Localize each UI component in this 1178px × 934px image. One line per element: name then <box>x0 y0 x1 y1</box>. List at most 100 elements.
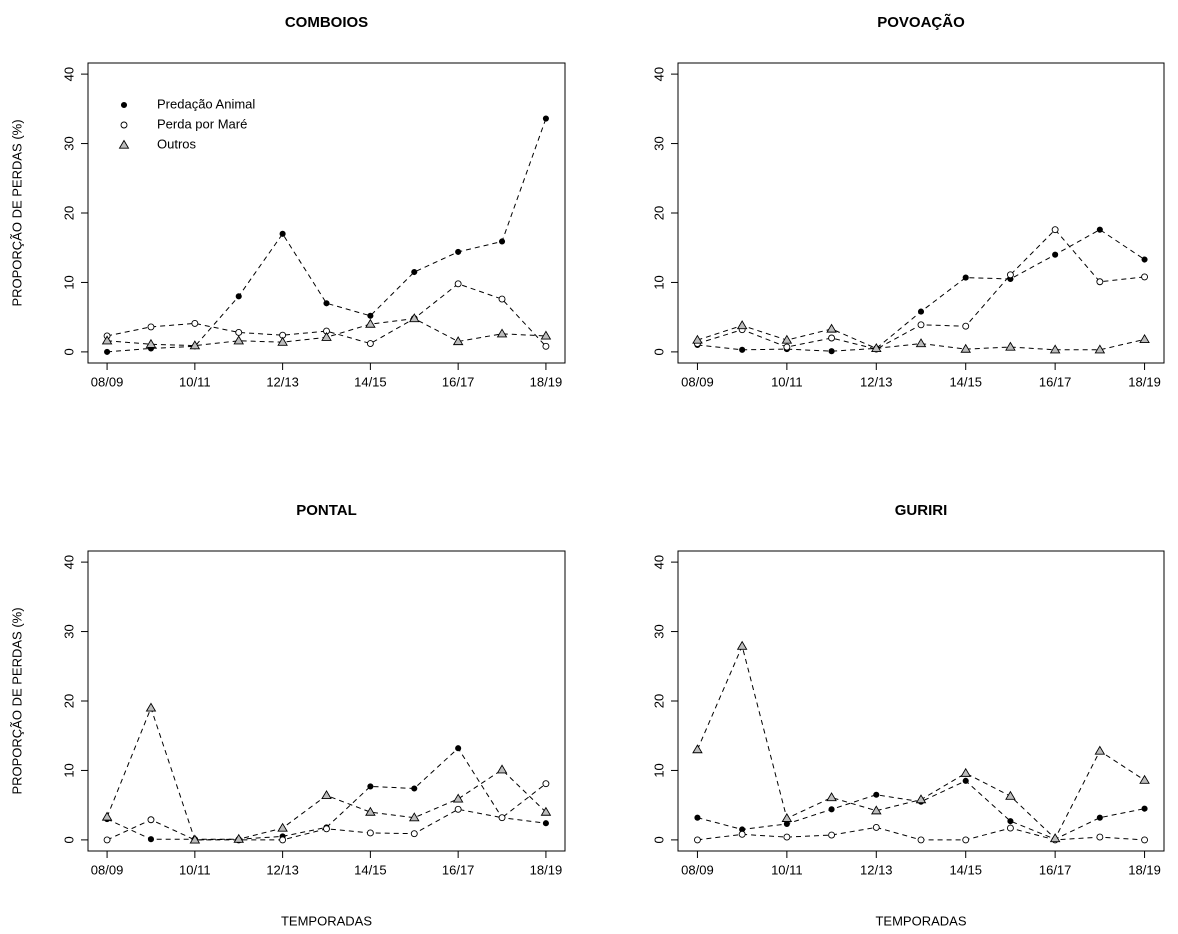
marker <box>189 340 201 350</box>
x-tick-label: 08/09 <box>681 374 714 389</box>
marker <box>454 805 462 813</box>
marker <box>365 318 376 328</box>
marker <box>233 335 245 345</box>
x-tick-label: 18/19 <box>1128 374 1161 389</box>
marker <box>1096 833 1104 841</box>
marker <box>233 833 245 843</box>
marker <box>542 820 549 827</box>
x-tick-label: 14/15 <box>949 374 982 389</box>
marker <box>452 793 464 803</box>
marker <box>1141 836 1149 844</box>
marker <box>826 323 837 333</box>
marker <box>235 328 243 336</box>
marker <box>365 806 376 816</box>
y-tick-label: 40 <box>651 555 666 569</box>
marker <box>736 320 748 330</box>
marker <box>828 348 835 355</box>
marker <box>321 790 332 800</box>
marker <box>1049 833 1061 843</box>
marker <box>321 331 332 341</box>
x-tick-label: 18/19 <box>530 862 563 877</box>
series-line <box>106 706 547 841</box>
plot-frame <box>677 62 1165 364</box>
x-tick-label: 10/11 <box>771 862 803 877</box>
marker <box>366 340 374 348</box>
marker <box>277 336 288 346</box>
x-tick-label: 16/17 <box>1039 374 1072 389</box>
y-tick-label: 20 <box>61 694 76 708</box>
panel: PONTAL 0 10 20 30 40 08/09 10/11 12/13 14/15 16/17… <box>9 502 566 928</box>
marker <box>962 274 969 281</box>
marker <box>915 794 927 804</box>
marker <box>498 814 506 822</box>
marker <box>1006 824 1014 832</box>
marker <box>828 334 836 342</box>
x-tick-label: 08/09 <box>681 862 714 877</box>
marker <box>408 313 420 323</box>
legend-label: Outros <box>157 136 197 151</box>
panel-title: GURIRI <box>895 502 948 519</box>
marker <box>454 280 462 288</box>
marker <box>323 300 330 307</box>
marker <box>871 343 882 353</box>
marker <box>783 833 791 841</box>
x-tick-label: 10/11 <box>771 374 803 389</box>
marker <box>455 248 462 255</box>
marker <box>1141 273 1149 281</box>
marker <box>917 308 925 315</box>
marker <box>1141 256 1148 263</box>
marker <box>1139 334 1150 343</box>
x-tick-label: 12/13 <box>266 374 299 389</box>
marker <box>101 811 113 821</box>
series-line <box>697 229 1145 352</box>
marker <box>540 330 552 340</box>
y-tick-label: 10 <box>651 763 666 777</box>
marker <box>120 121 128 129</box>
marker <box>872 823 880 831</box>
marker <box>279 836 287 844</box>
marker <box>960 767 971 777</box>
marker <box>104 348 111 355</box>
x-tick-label: 12/13 <box>860 862 893 877</box>
marker <box>235 293 242 300</box>
y-tick-label: 0 <box>61 836 76 843</box>
marker <box>960 343 971 353</box>
plot-frame <box>677 550 1165 852</box>
y-tick-label: 0 <box>651 348 666 355</box>
y-tick-label: 0 <box>61 348 76 355</box>
marker <box>542 342 550 350</box>
marker <box>1094 344 1106 354</box>
series-line <box>697 228 1145 350</box>
y-tick-label: 10 <box>61 763 76 777</box>
marker <box>781 812 793 822</box>
y-tick-label: 30 <box>651 624 666 638</box>
marker <box>962 322 970 330</box>
marker <box>1141 805 1148 812</box>
y-tick-label: 20 <box>651 206 666 220</box>
marker <box>147 816 155 824</box>
marker <box>693 836 701 844</box>
marker <box>542 780 550 788</box>
x-axis-label: TEMPORADAS <box>875 913 966 928</box>
marker <box>1052 251 1059 258</box>
legend-label: Perda por Maré <box>157 116 247 131</box>
marker <box>1094 745 1106 755</box>
marker <box>191 319 199 327</box>
legend-label: Predação Animal <box>157 96 255 111</box>
panel-title: COMBOIOS <box>285 14 368 31</box>
y-tick-label: 30 <box>61 624 76 638</box>
panel: POVOAÇÃO 0 10 20 30 40 08/09 10/11 12/13 14/15 16/… <box>651 13 1165 389</box>
marker <box>452 336 464 346</box>
marker <box>783 820 790 827</box>
marker <box>915 338 927 348</box>
x-tick-label: 12/13 <box>266 862 299 877</box>
marker <box>145 702 157 712</box>
marker <box>1051 226 1059 234</box>
y-axis-label: PROPORÇÃO DE PERDAS (%) <box>9 607 24 794</box>
marker <box>692 334 703 344</box>
x-tick-label: 14/15 <box>949 862 982 877</box>
panel-title: PONTAL <box>296 502 357 519</box>
y-tick-label: 40 <box>61 67 76 81</box>
x-tick-label: 18/19 <box>1128 862 1161 877</box>
